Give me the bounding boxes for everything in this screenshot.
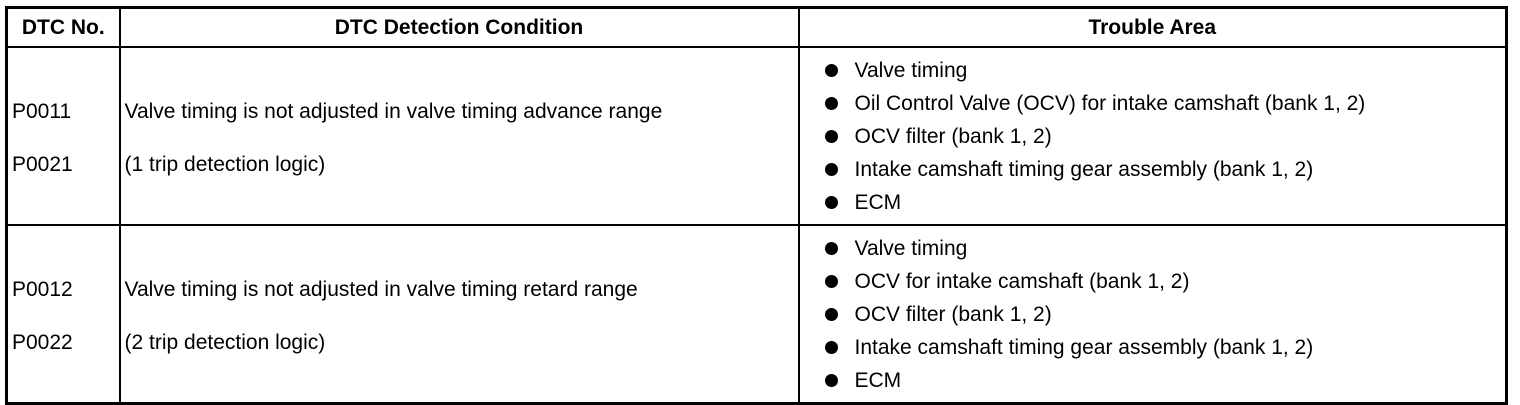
bullet-icon	[824, 96, 838, 110]
detection-logic-text: (2 trip detection logic)	[124, 331, 326, 354]
dtc-codes-cell: P0011 P0021	[5, 46, 121, 226]
bullet-icon	[824, 373, 838, 387]
list-item: OCV filter (bank 1, 2)	[824, 120, 1506, 153]
trouble-area-text: OCV for intake camshaft (bank 1, 2)	[854, 269, 1190, 293]
table-row: P0011 P0021 Valve timing is not adjusted…	[5, 46, 1508, 226]
trouble-area-cell: Valve timing Oil Control Valve (OCV) for…	[797, 46, 1508, 226]
trouble-area-text: ECM	[854, 190, 902, 214]
detection-condition-text: Valve timing is not adjusted in valve ti…	[124, 100, 663, 123]
bullet-icon	[824, 162, 838, 176]
header-trouble-area: Trouble Area	[797, 6, 1508, 48]
detection-condition-cell: Valve timing is not adjusted in valve ti…	[118, 224, 800, 405]
list-item: OCV for intake camshaft (bank 1, 2)	[824, 265, 1506, 298]
list-item: OCV filter (bank 1, 2)	[824, 298, 1506, 331]
trouble-area-text: ECM	[854, 368, 902, 392]
trouble-area-list: Valve timing OCV for intake camshaft (ba…	[800, 232, 1506, 397]
header-dtc-no: DTC No.	[5, 6, 121, 48]
bullet-icon	[824, 195, 838, 209]
detection-logic-text: (1 trip detection logic)	[124, 153, 326, 176]
list-item: ECM	[824, 186, 1506, 219]
dtc-codes-cell: P0012 P0022	[5, 224, 121, 405]
list-item: ECM	[824, 364, 1506, 397]
trouble-area-text: Valve timing	[854, 236, 968, 260]
trouble-area-text: OCV filter (bank 1, 2)	[854, 302, 1052, 326]
header-detection-condition: DTC Detection Condition	[118, 6, 800, 48]
table-header-row: DTC No. DTC Detection Condition Trouble …	[5, 6, 1508, 48]
dtc-code: P0011	[12, 100, 72, 123]
trouble-area-cell: Valve timing OCV for intake camshaft (ba…	[797, 224, 1508, 405]
list-item: Oil Control Valve (OCV) for intake camsh…	[824, 87, 1506, 120]
list-item: Intake camshaft timing gear assembly (ba…	[824, 331, 1506, 364]
trouble-area-list: Valve timing Oil Control Valve (OCV) for…	[800, 54, 1506, 219]
list-item: Valve timing	[824, 54, 1506, 87]
bullet-icon	[824, 340, 838, 354]
bullet-icon	[824, 307, 838, 321]
dtc-code: P0012	[12, 278, 73, 301]
bullet-icon	[824, 241, 838, 255]
trouble-area-text: Oil Control Valve (OCV) for intake camsh…	[854, 91, 1366, 115]
bullet-icon	[824, 274, 838, 288]
trouble-area-text: Valve timing	[854, 58, 968, 82]
bullet-icon	[824, 129, 838, 143]
detection-condition-cell: Valve timing is not adjusted in valve ti…	[118, 46, 800, 226]
dtc-table: DTC No. DTC Detection Condition Trouble …	[5, 6, 1508, 405]
trouble-area-text: OCV filter (bank 1, 2)	[854, 124, 1052, 148]
list-item: Valve timing	[824, 232, 1506, 265]
trouble-area-text: Intake camshaft timing gear assembly (ba…	[854, 157, 1314, 181]
list-item: Intake camshaft timing gear assembly (ba…	[824, 153, 1506, 186]
dtc-code: P0021	[12, 153, 73, 176]
detection-condition-text: Valve timing is not adjusted in valve ti…	[124, 278, 638, 301]
table-row: P0012 P0022 Valve timing is not adjusted…	[5, 224, 1508, 405]
dtc-code: P0022	[12, 331, 73, 354]
trouble-area-text: Intake camshaft timing gear assembly (ba…	[854, 335, 1314, 359]
bullet-icon	[824, 63, 838, 77]
